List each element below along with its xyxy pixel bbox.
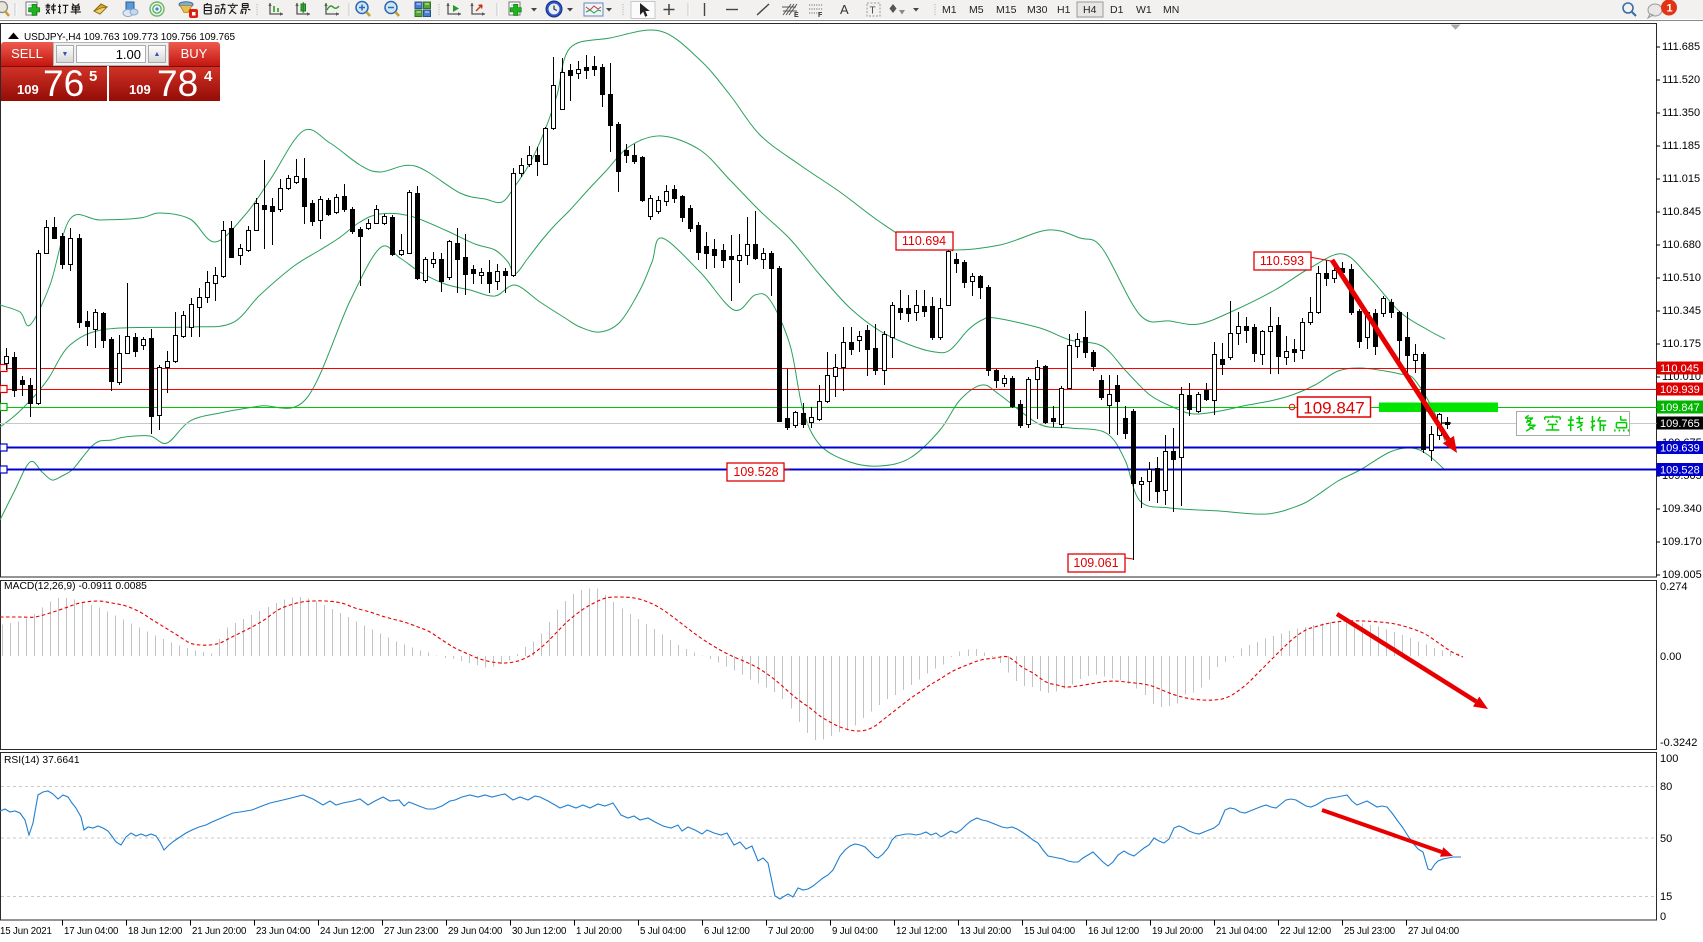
svg-text:W1: W1 (1136, 4, 1152, 16)
svg-text:110.593: 110.593 (1260, 254, 1304, 268)
svg-text:1: 1 (1667, 3, 1673, 15)
svg-text:F: F (818, 12, 823, 19)
svg-text:111.685: 111.685 (1662, 41, 1700, 53)
svg-text:H1: H1 (1057, 4, 1071, 16)
svg-text:110.680: 110.680 (1662, 239, 1701, 251)
svg-text:109.939: 109.939 (1660, 384, 1700, 396)
svg-text:21 Jul 04:00: 21 Jul 04:00 (1216, 926, 1268, 937)
svg-text:9 Jul 04:00: 9 Jul 04:00 (832, 926, 879, 937)
svg-text:110.175: 110.175 (1662, 338, 1701, 350)
svg-text:6 Jul 12:00: 6 Jul 12:00 (704, 926, 751, 937)
svg-text:-0.3242: -0.3242 (1660, 737, 1697, 749)
svg-text:23 Jun 04:00: 23 Jun 04:00 (256, 926, 311, 937)
svg-text:MN: MN (1163, 4, 1179, 16)
svg-text:21 Jun 20:00: 21 Jun 20:00 (192, 926, 247, 937)
svg-text:29 Jun 04:00: 29 Jun 04:00 (448, 926, 503, 937)
svg-text:110.345: 110.345 (1662, 305, 1701, 317)
svg-text:111.520: 111.520 (1662, 74, 1700, 86)
svg-text:MACD(12,26,9) -0.0911 0.0085: MACD(12,26,9) -0.0911 0.0085 (4, 581, 147, 592)
svg-text:109.847: 109.847 (1660, 402, 1700, 414)
svg-text:7 Jul 20:00: 7 Jul 20:00 (768, 926, 815, 937)
svg-text:17 Jun 04:00: 17 Jun 04:00 (64, 926, 119, 937)
svg-text:27 Jun 23:00: 27 Jun 23:00 (384, 926, 439, 937)
svg-text:109.061: 109.061 (1073, 556, 1118, 570)
svg-text:0.274: 0.274 (1660, 581, 1688, 593)
svg-text:M30: M30 (1027, 4, 1048, 16)
svg-text:15 Jun 2021: 15 Jun 2021 (0, 926, 52, 937)
svg-text:19 Jul 20:00: 19 Jul 20:00 (1152, 926, 1204, 937)
svg-text:100: 100 (1660, 753, 1678, 765)
svg-text:111.185: 111.185 (1662, 140, 1700, 152)
svg-text:110.045: 110.045 (1660, 363, 1699, 375)
svg-text:109.639: 109.639 (1660, 443, 1700, 455)
svg-text:A: A (840, 2, 849, 17)
svg-text:110.845: 110.845 (1662, 206, 1701, 218)
svg-text:E: E (794, 12, 799, 19)
svg-text:18 Jun 12:00: 18 Jun 12:00 (128, 926, 183, 937)
svg-text:0: 0 (1660, 911, 1666, 923)
svg-text:12 Jul 12:00: 12 Jul 12:00 (896, 926, 948, 937)
svg-text:D1: D1 (1110, 4, 1124, 16)
svg-text:0.00: 0.00 (1660, 651, 1681, 663)
svg-text:109.528: 109.528 (1660, 465, 1700, 477)
svg-text:15 Jul 04:00: 15 Jul 04:00 (1024, 926, 1076, 937)
svg-text:M5: M5 (969, 4, 984, 16)
svg-text:109.170: 109.170 (1662, 536, 1702, 548)
svg-text:111.350: 111.350 (1662, 107, 1700, 119)
svg-text:109.847: 109.847 (1303, 399, 1364, 418)
svg-text:USDJPY-,H4 109.763 109.773 10: USDJPY-,H4 109.763 109.773 109.756 109.7… (24, 32, 236, 43)
svg-text:16 Jul 12:00: 16 Jul 12:00 (1088, 926, 1140, 937)
svg-text:24 Jun 12:00: 24 Jun 12:00 (320, 926, 375, 937)
svg-text:H4: H4 (1083, 4, 1097, 16)
svg-text:30 Jun 12:00: 30 Jun 12:00 (512, 926, 567, 937)
svg-text:109.005: 109.005 (1662, 569, 1702, 581)
svg-text:50: 50 (1660, 833, 1672, 845)
svg-text:109.765: 109.765 (1660, 418, 1700, 430)
svg-text:15: 15 (1660, 891, 1672, 903)
svg-text:M1: M1 (942, 4, 957, 16)
svg-text:110.510: 110.510 (1662, 272, 1701, 284)
svg-text:111.015: 111.015 (1662, 173, 1700, 185)
svg-text:1 Jul 20:00: 1 Jul 20:00 (576, 926, 623, 937)
svg-text:RSI(14) 37.6641: RSI(14) 37.6641 (4, 755, 80, 766)
svg-text:M15: M15 (996, 4, 1017, 16)
svg-text:80: 80 (1660, 781, 1672, 793)
svg-text:109.340: 109.340 (1662, 503, 1702, 515)
svg-text:109.528: 109.528 (733, 465, 778, 479)
svg-text:T: T (870, 6, 876, 17)
svg-text:5 Jul 04:00: 5 Jul 04:00 (640, 926, 687, 937)
svg-text:22 Jul 12:00: 22 Jul 12:00 (1280, 926, 1332, 937)
svg-text:110.694: 110.694 (902, 234, 946, 248)
svg-text:27 Jul 04:00: 27 Jul 04:00 (1408, 926, 1460, 937)
svg-text:25 Jul 23:00: 25 Jul 23:00 (1344, 926, 1396, 937)
svg-text:13 Jul 20:00: 13 Jul 20:00 (960, 926, 1012, 937)
